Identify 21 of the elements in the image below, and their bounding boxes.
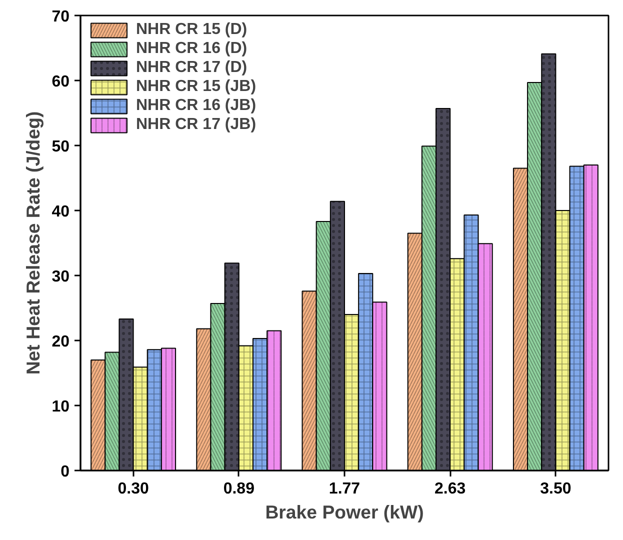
y-tick-label: 30 [52,268,70,286]
legend-label: NHR CR 16 (D) [136,40,248,58]
legend-label: NHR CR 17 (JB) [136,116,256,134]
y-tick-label: 60 [52,74,70,90]
y-tick-label: 20 [52,334,70,350]
legend-label: NHR CR 15 (JB) [136,78,256,96]
y-tick-label: 50 [52,138,70,156]
y-tick-label: 70 [52,8,70,26]
y-axis-title: Net Heat Release Rate (J/deg) [22,111,44,375]
legend-label: NHR CR 16 (JB) [136,97,256,115]
x-tick-label: 0.89 [223,480,255,498]
legend-label: NHR CR 15 (D) [136,21,248,39]
x-tick-label: 0.30 [118,480,149,498]
y-tick-label: 0 [60,464,70,480]
legend-label: NHR CR 17 (D) [136,59,248,77]
x-tick-label: 1.77 [328,480,360,498]
x-tick-label: 3.50 [540,480,572,498]
y-tick-label: 10 [52,398,70,416]
y-tick-label: 40 [52,204,70,220]
x-tick-label: 2.63 [434,480,466,498]
x-axis-title: Brake Power (kW) [265,502,424,522]
